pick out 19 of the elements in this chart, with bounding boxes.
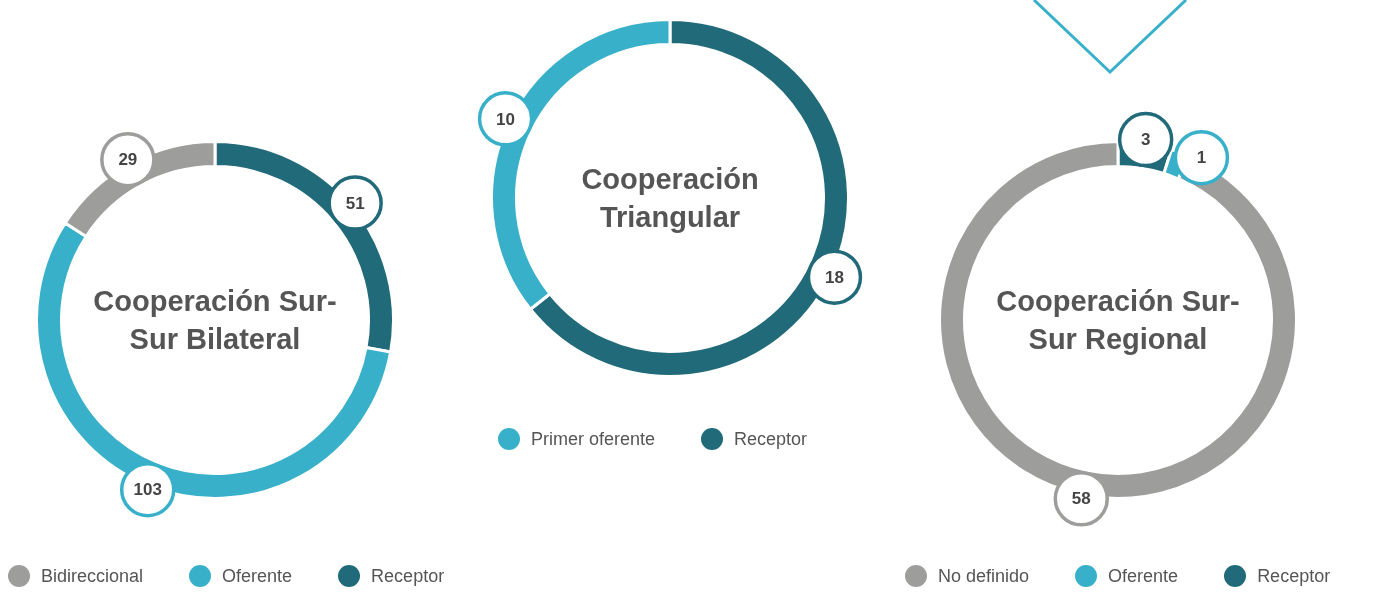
text: Cooperación Sur- Sur Regional [995, 284, 1241, 357]
data-label: 10 [496, 109, 516, 129]
data-label: 1 [1196, 148, 1207, 168]
text: Cooperación Triangular [580, 162, 760, 235]
data-label: 29 [118, 150, 138, 170]
data-label: 103 [133, 480, 162, 500]
legend-label: Receptor [734, 428, 808, 450]
legend-label: Receptor [371, 565, 445, 587]
data-label: 3 [1140, 130, 1151, 150]
data-label: 18 [824, 267, 844, 287]
legend-label: Oferente [222, 565, 293, 587]
legend-label: No definido [938, 565, 1030, 587]
legend-label: Oferente [1108, 565, 1179, 587]
legend-label: Receptor [1257, 565, 1331, 587]
legend-label: Primer oferente [531, 428, 656, 450]
text: Cooperación Sur- Sur Bilateral [92, 284, 338, 357]
legend-label: Bidireccional [41, 565, 144, 587]
data-label: 51 [345, 193, 365, 213]
data-label: 58 [1071, 489, 1091, 509]
